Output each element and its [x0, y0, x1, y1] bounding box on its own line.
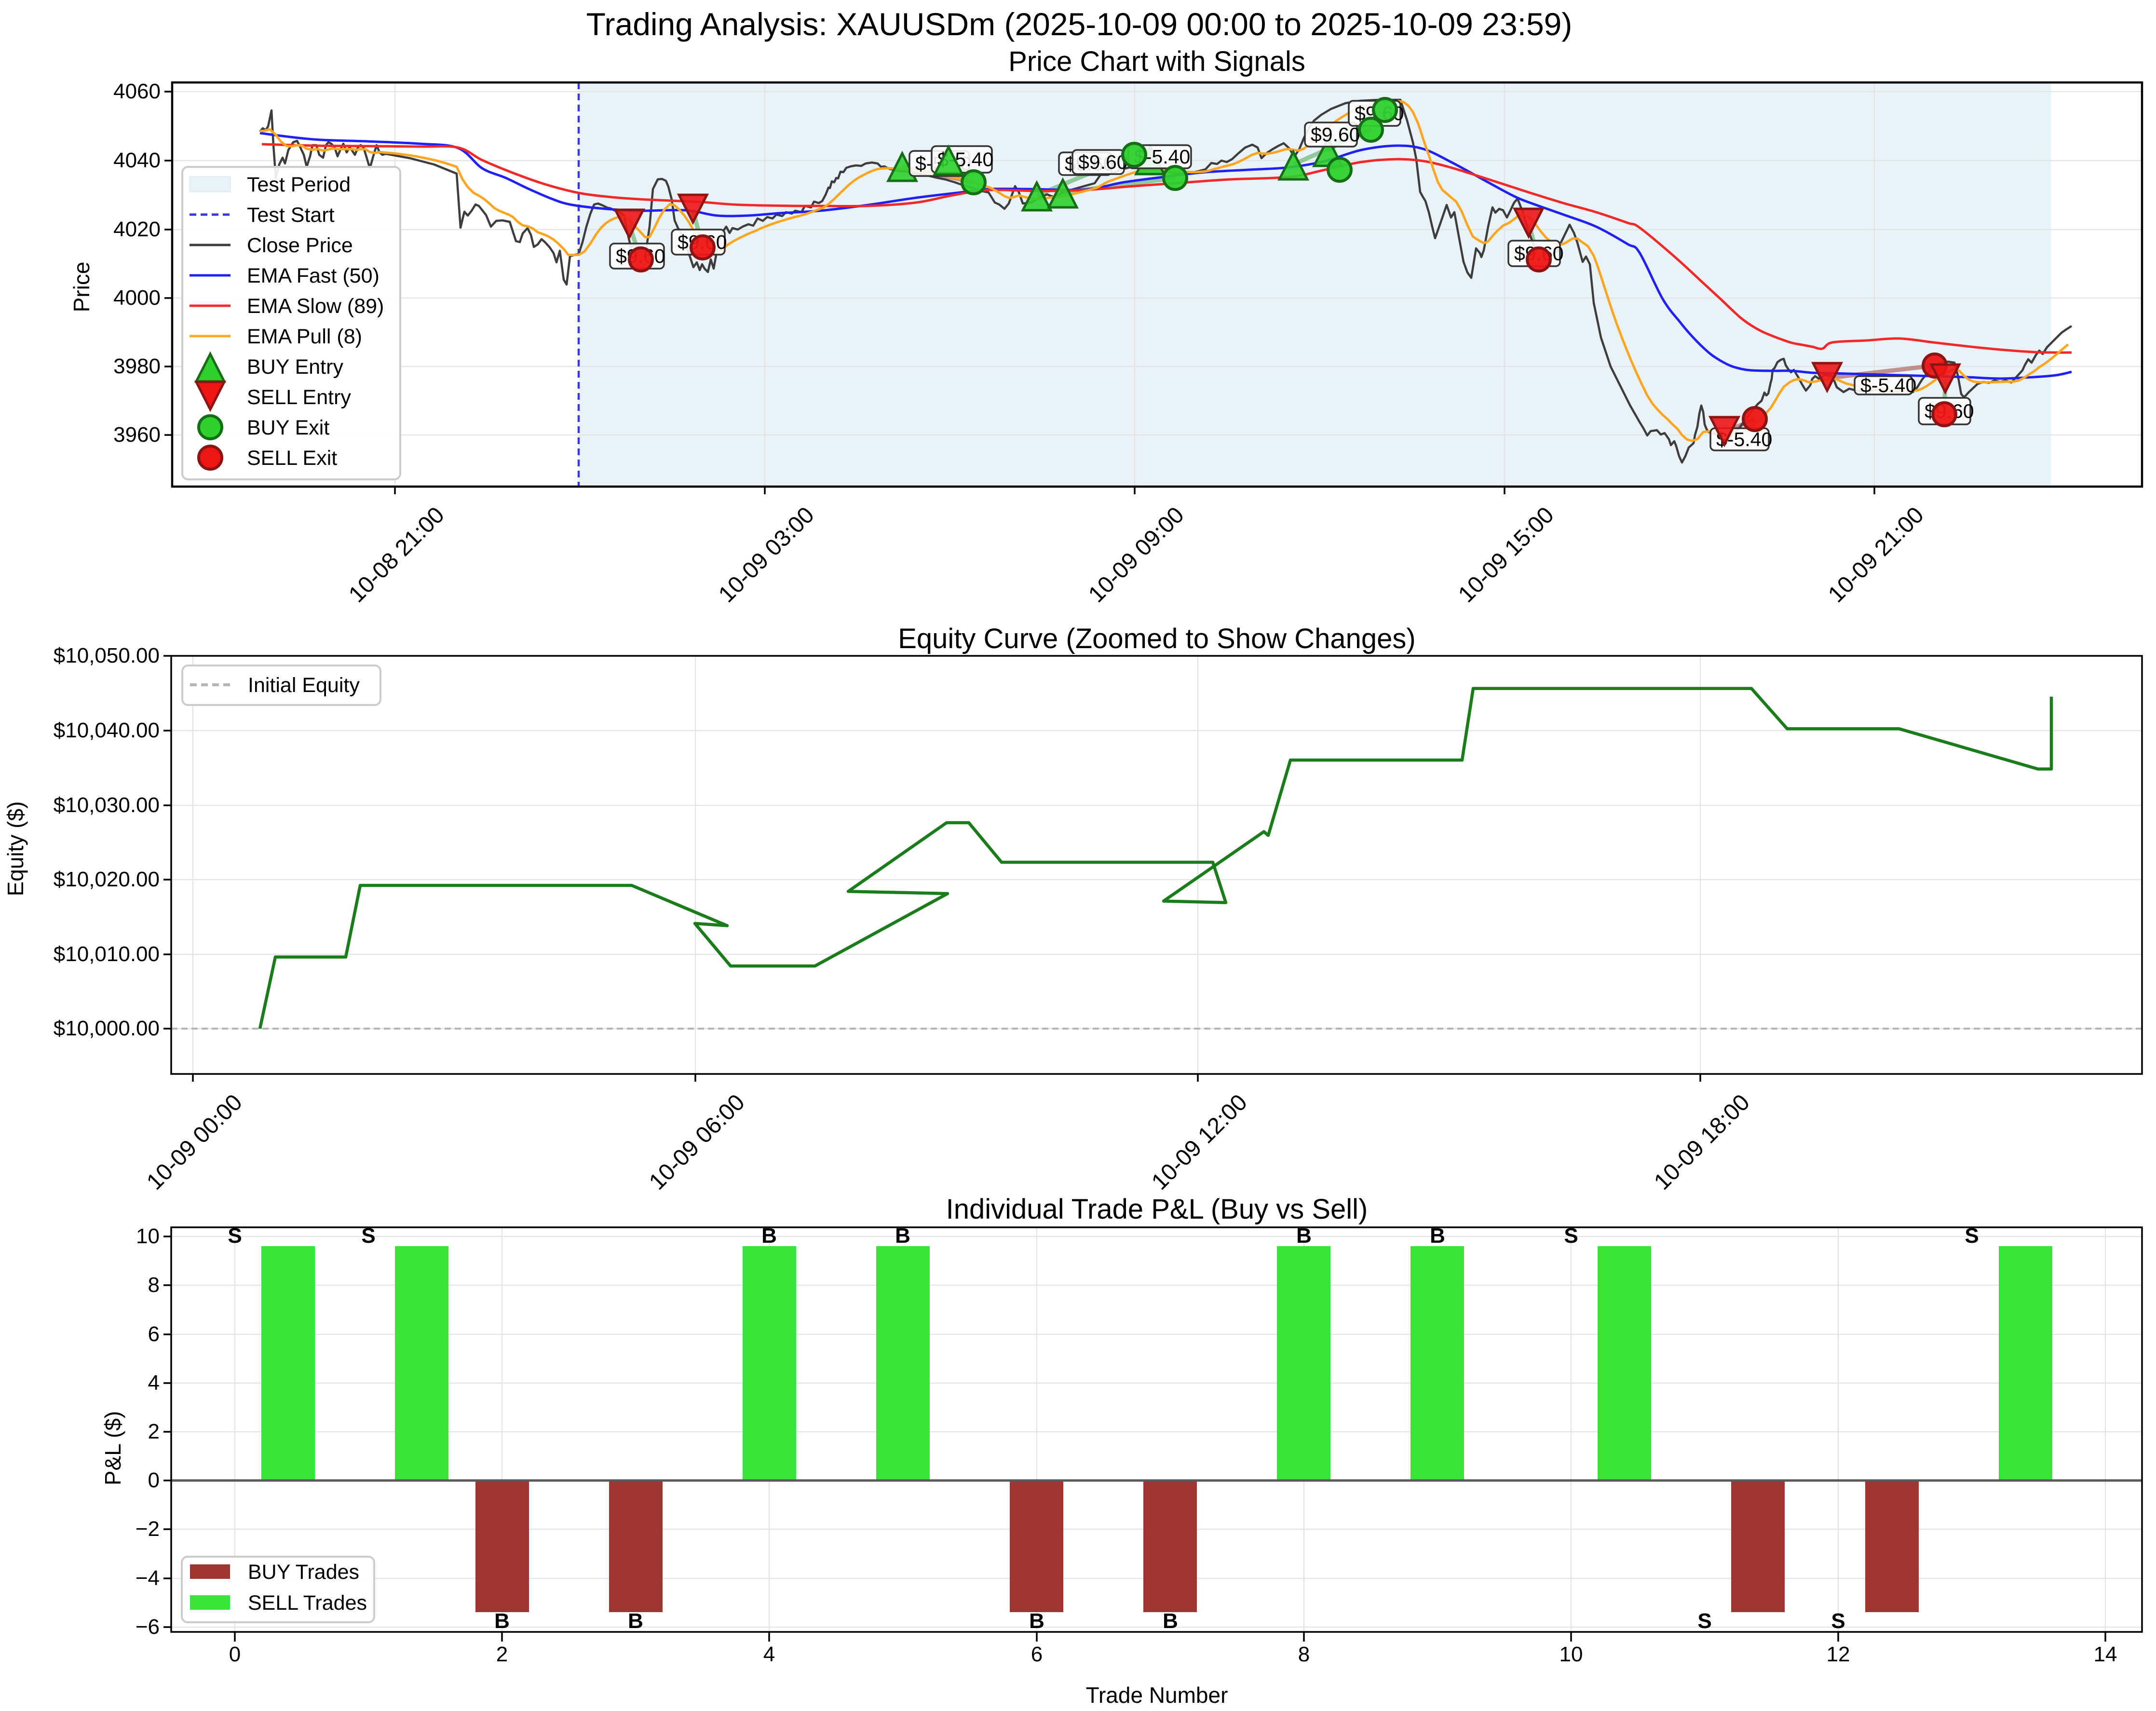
svg-text:4020: 4020 — [113, 217, 161, 241]
svg-text:$9.60: $9.60 — [1078, 151, 1128, 173]
svg-text:−4: −4 — [136, 1566, 160, 1590]
svg-text:BUY Entry: BUY Entry — [247, 355, 343, 379]
svg-text:0: 0 — [229, 1643, 241, 1666]
svg-text:$10,040.00: $10,040.00 — [54, 719, 160, 742]
svg-text:4: 4 — [148, 1371, 160, 1395]
svg-text:Individual Trade P&L (Buy vs S: Individual Trade P&L (Buy vs Sell) — [946, 1194, 1368, 1225]
svg-text:2: 2 — [148, 1420, 160, 1443]
svg-text:SELL Entry: SELL Entry — [247, 386, 351, 409]
svg-text:Equity ($): Equity ($) — [3, 801, 28, 896]
svg-text:4: 4 — [763, 1643, 775, 1666]
svg-text:S: S — [1697, 1609, 1711, 1633]
svg-text:$9.60: $9.60 — [1311, 123, 1360, 146]
svg-text:$-5.40: $-5.40 — [1860, 374, 1916, 396]
svg-text:−6: −6 — [136, 1615, 160, 1639]
svg-text:8: 8 — [1298, 1643, 1310, 1666]
svg-text:10: 10 — [136, 1224, 160, 1248]
svg-text:Trading Analysis: XAUUSDm (202: Trading Analysis: XAUUSDm (2025-10-09 00… — [586, 6, 1573, 42]
svg-text:$10,050.00: $10,050.00 — [54, 644, 160, 667]
svg-text:−2: −2 — [136, 1517, 160, 1541]
svg-text:Close Price: Close Price — [247, 234, 353, 257]
svg-text:S: S — [1831, 1609, 1845, 1633]
svg-text:0: 0 — [148, 1468, 160, 1492]
svg-text:4040: 4040 — [113, 149, 161, 172]
svg-text:BUY Trades: BUY Trades — [248, 1561, 359, 1584]
svg-text:Trade Number: Trade Number — [1086, 1683, 1228, 1708]
svg-text:3980: 3980 — [113, 354, 161, 378]
svg-text:8: 8 — [148, 1273, 160, 1297]
svg-text:Initial Equity: Initial Equity — [248, 674, 360, 697]
svg-text:3960: 3960 — [113, 423, 161, 447]
svg-text:Test Period: Test Period — [247, 173, 351, 196]
svg-text:6: 6 — [1031, 1643, 1043, 1666]
svg-text:$10,020.00: $10,020.00 — [54, 868, 160, 891]
svg-text:$10,010.00: $10,010.00 — [54, 942, 160, 966]
svg-text:B: B — [1029, 1609, 1044, 1633]
svg-text:Test Start: Test Start — [247, 204, 335, 227]
svg-text:6: 6 — [148, 1322, 160, 1346]
svg-text:2: 2 — [496, 1643, 508, 1666]
svg-text:Price Chart with Signals: Price Chart with Signals — [1008, 46, 1305, 77]
svg-text:EMA Pull (8): EMA Pull (8) — [247, 325, 362, 348]
svg-text:B: B — [628, 1609, 643, 1633]
svg-text:14: 14 — [2094, 1643, 2117, 1666]
svg-text:EMA Fast (50): EMA Fast (50) — [247, 264, 380, 287]
svg-text:$10,030.00: $10,030.00 — [54, 793, 160, 817]
svg-text:P&L ($): P&L ($) — [100, 1411, 125, 1485]
svg-text:SELL Exit: SELL Exit — [247, 447, 337, 470]
svg-text:SELL Trades: SELL Trades — [248, 1591, 367, 1615]
svg-text:Price: Price — [69, 262, 94, 312]
svg-text:10: 10 — [1559, 1643, 1583, 1666]
svg-text:12: 12 — [1827, 1643, 1850, 1666]
svg-text:4060: 4060 — [113, 80, 161, 103]
svg-text:EMA Slow (89): EMA Slow (89) — [247, 295, 384, 318]
svg-text:BUY Exit: BUY Exit — [247, 416, 329, 439]
svg-text:$10,000.00: $10,000.00 — [54, 1017, 160, 1040]
svg-text:Equity Curve (Zoomed to Show C: Equity Curve (Zoomed to Show Changes) — [898, 623, 1416, 654]
svg-text:B: B — [1163, 1609, 1178, 1633]
svg-text:4000: 4000 — [113, 286, 161, 310]
svg-text:B: B — [494, 1609, 510, 1633]
